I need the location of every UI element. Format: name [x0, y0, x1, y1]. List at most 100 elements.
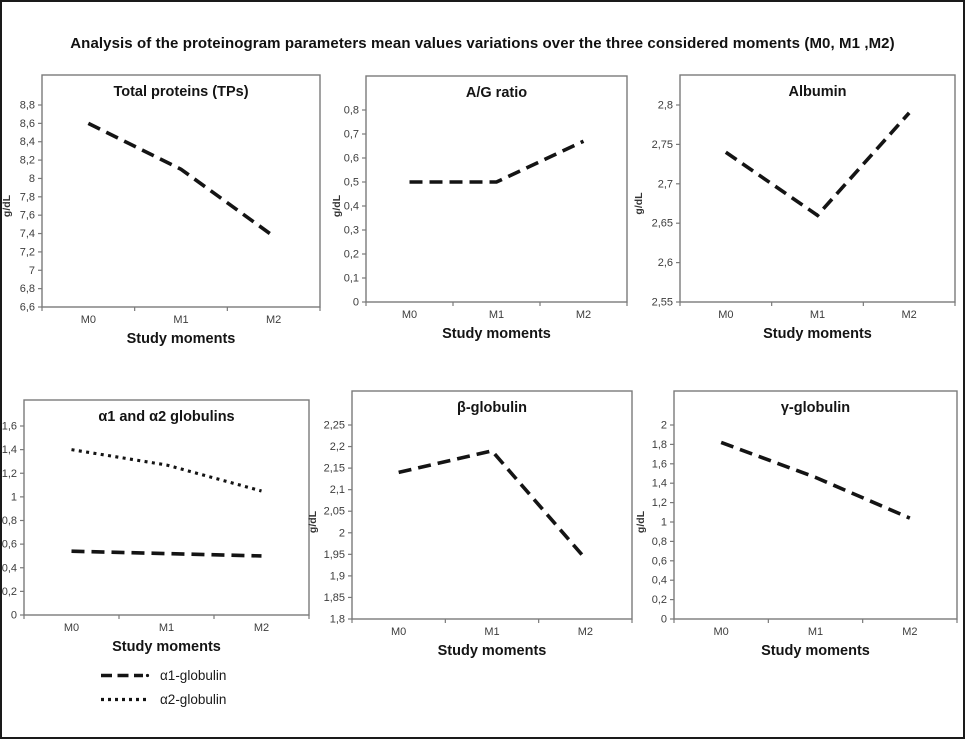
chart-ag-ratio-svg: 0 0,1 0,2 0,3 0,4 0,5 0,6 0,7 0,8 M0 M1 M2 Study mom…: [332, 75, 628, 342]
x-category-label: M0: [718, 309, 733, 321]
x-category-label: M1: [810, 309, 825, 321]
series-line-dashed: [409, 139, 585, 184]
x-category-label: M2: [266, 314, 281, 326]
y-tick-label: 0: [353, 297, 359, 309]
chart-albumin-svg: 2,55 2,6 2,65 2,7 2,75 2,8 M0 M1 M2 Study moments…: [634, 74, 956, 342]
y-axis-title: g/dL: [332, 194, 343, 217]
x-category-label: M1: [489, 309, 504, 321]
y-tick-label: 0,4: [344, 201, 359, 213]
y-tick-label: 1,85: [324, 592, 345, 604]
y-tick-label: 2,15: [324, 463, 345, 475]
legend-label-alpha1: α1-globulin: [160, 668, 227, 683]
y-tick-label: 7,4: [20, 228, 35, 240]
y-tick-label: 0,2: [652, 594, 667, 606]
plot-border: [41, 74, 321, 308]
chart-title: Total proteins (TPs): [113, 84, 248, 100]
x-category-label: M2: [578, 626, 593, 638]
x-category-label: M1: [173, 314, 188, 326]
y-axis-title: g/dL: [2, 194, 13, 217]
y-tick-label: 7,2: [20, 246, 35, 258]
series-line-dashed: [724, 111, 911, 218]
y-tick-label: 2: [339, 527, 345, 539]
chart-total-proteins-svg: 6,6 6,8 7 7,2 7,4 7,6 7,8 8 8,2 8,4 8,6 8,8 M0 M1 M2 St…: [2, 74, 321, 347]
y-tick-label: 2: [661, 420, 667, 432]
chart-gamma-globulin-svg: 0 0,2 0,4 0,6 0,8 1 1,2 1,4 1,6 1,8 2 M0 M1 M2 Study m…: [635, 390, 958, 659]
y-tick-label: 8,4: [20, 136, 35, 148]
x-category-label: M0: [81, 314, 96, 326]
y-tick-label: 1: [11, 491, 17, 503]
legend-item-alpha2: α2-globulin: [100, 689, 226, 710]
chart-title: γ-globulin: [781, 400, 850, 416]
y-tick-label: 2,65: [652, 218, 673, 230]
dotted-line-sample-icon: [101, 697, 149, 702]
y-tick-label: 1,8: [330, 614, 345, 626]
series-legend: α1-globulin α2-globulin: [100, 665, 226, 710]
plot-border: [23, 399, 310, 616]
y-tick-label: 2,05: [324, 506, 345, 518]
y-tick-label: 7,6: [20, 210, 35, 222]
y-tick-label: 1,6: [2, 421, 17, 433]
x-category-label: M2: [902, 626, 917, 638]
y-tick-label: 1,2: [2, 468, 17, 480]
y-tick-label: 7: [29, 265, 35, 277]
series-line-dashed: [87, 121, 275, 238]
x-category-label: M0: [402, 309, 417, 321]
legend-item-alpha1: α1-globulin: [100, 665, 226, 686]
plot-border: [365, 75, 628, 303]
y-tick-label: 2,1: [330, 484, 345, 496]
y-tick-label: 0,8: [2, 515, 17, 527]
y-tick-label: 0,7: [344, 129, 359, 141]
plot-border: [351, 390, 633, 620]
x-axis-title: Study moments: [112, 639, 221, 655]
y-tick-label: 0: [661, 614, 667, 626]
chart-beta-globulin-svg: 1,8 1,85 1,9 1,95 2 2,05 2,1 2,15 2,2 2,25 M0 M1 M2 S…: [307, 390, 633, 659]
y-tick-label: 7,8: [20, 191, 35, 203]
x-category-label: M2: [254, 622, 269, 634]
x-axis-title: Study moments: [127, 331, 236, 347]
chart-title: β-globulin: [457, 400, 527, 416]
chart-title: α1 and α2 globulins: [98, 409, 234, 425]
chart-gamma-globulin: 0 0,2 0,4 0,6 0,8 1 1,2 1,4 1,6 1,8 2 M0 M1 M2 Study m…: [634, 380, 963, 680]
y-tick-label: 2,2: [330, 441, 345, 453]
chart-title: Albumin: [789, 84, 847, 100]
chart-albumin: 2,55 2,6 2,65 2,7 2,75 2,8 M0 M1 M2 Study moments…: [634, 65, 963, 365]
y-tick-label: 8,6: [20, 118, 35, 130]
y-tick-label: 8,8: [20, 100, 35, 112]
y-tick-label: 2,55: [652, 297, 673, 309]
y-tick-label: 2,25: [324, 420, 345, 432]
y-tick-label: 0,6: [2, 539, 17, 551]
x-category-label: M0: [391, 626, 406, 638]
y-tick-label: 0,2: [344, 249, 359, 261]
y-tick-label: 1,95: [324, 549, 345, 561]
series-line-dashed: [71, 549, 262, 558]
x-axis-title: Study moments: [442, 326, 551, 342]
chart-beta-globulin: 1,8 1,85 1,9 1,95 2 2,05 2,1 2,15 2,2 2,25 M0 M1 M2 S…: [302, 380, 652, 680]
chart-total-proteins: 6,6 6,8 7 7,2 7,4 7,6 7,8 8 8,2 8,4 8,6 8,8 M0 M1 M2 St…: [2, 65, 337, 365]
figure-title: Analysis of the proteinogram parameters …: [70, 35, 895, 52]
y-tick-label: 1: [661, 517, 667, 529]
y-tick-label: 1,2: [652, 497, 667, 509]
y-tick-label: 2,7: [658, 178, 673, 190]
x-category-label: M1: [808, 626, 823, 638]
y-tick-label: 8,2: [20, 155, 35, 167]
y-tick-label: 6,8: [20, 283, 35, 295]
x-category-label: M0: [64, 622, 79, 634]
y-tick-label: 1,4: [2, 444, 17, 456]
chart-alpha-globulins: 0 0,2 0,4 0,6 0,8 1 1,2 1,4 1,6 M0 M1 M2 Study momen…: [2, 380, 320, 680]
y-tick-label: 6,6: [20, 302, 35, 314]
y-tick-label: 1,9: [330, 570, 345, 582]
series-line-dotted: [71, 448, 262, 493]
x-axis-title: Study moments: [438, 643, 547, 659]
y-tick-label: 8: [29, 173, 35, 185]
legend-label-alpha2: α2-globulin: [160, 692, 227, 707]
x-category-label: M2: [902, 309, 917, 321]
plot-border: [679, 74, 956, 303]
x-axis-title: Study moments: [761, 643, 870, 659]
y-tick-label: 2,6: [658, 257, 673, 269]
x-category-label: M0: [714, 626, 729, 638]
series-line-dashed: [398, 448, 587, 560]
y-tick-label: 1,4: [652, 478, 667, 490]
y-tick-label: 0,3: [344, 225, 359, 237]
plot-border: [673, 390, 958, 620]
y-tick-label: 0,5: [344, 177, 359, 189]
